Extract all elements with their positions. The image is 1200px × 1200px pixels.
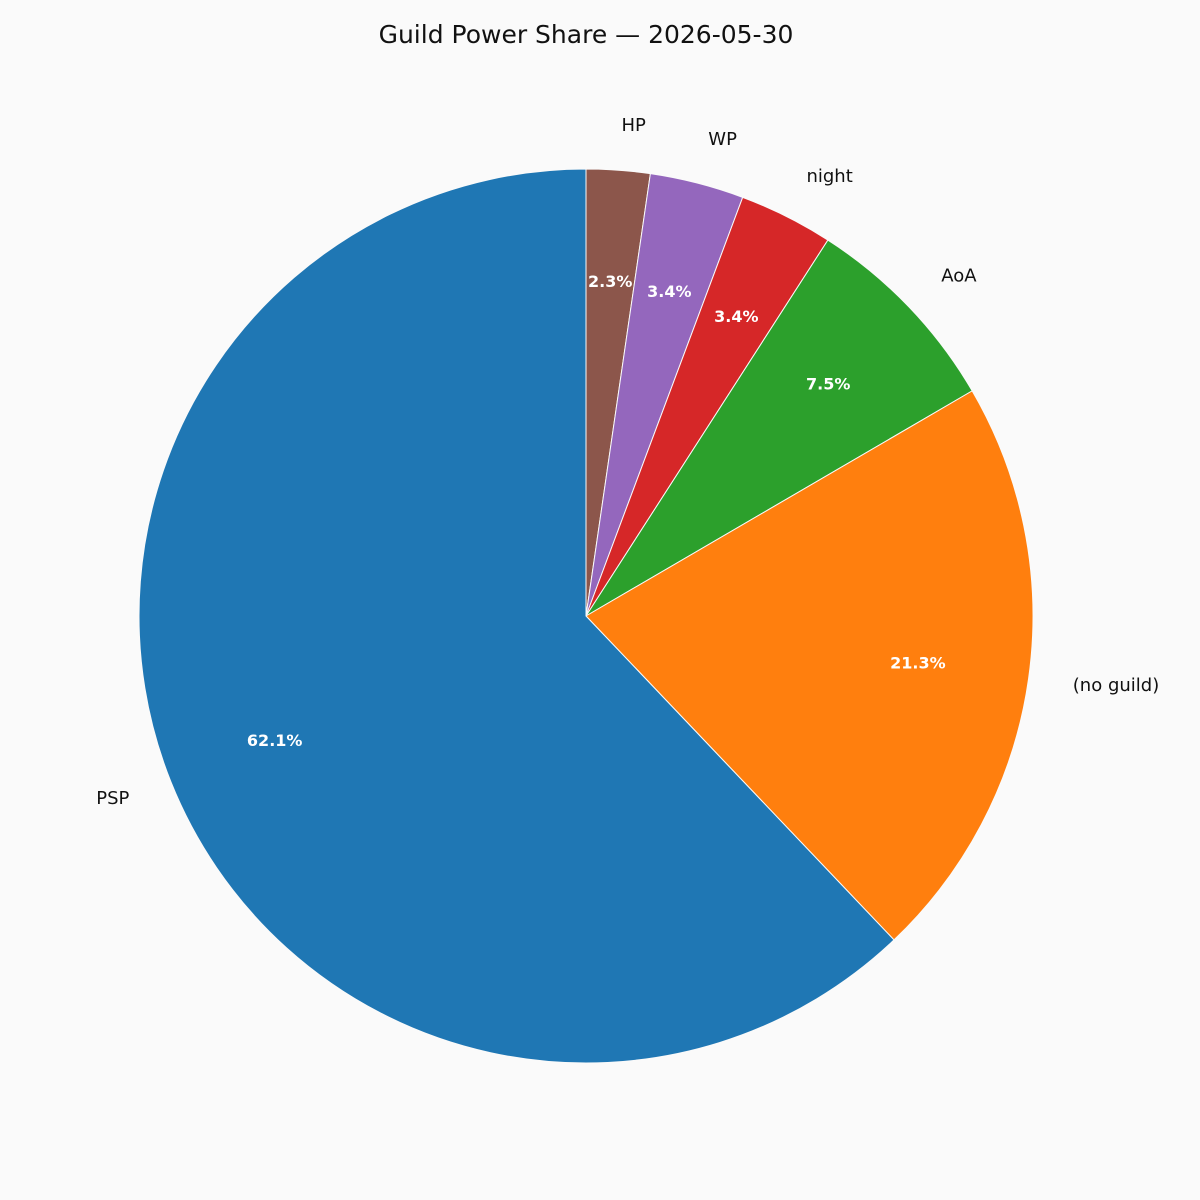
pct-label-hp: 2.3% (588, 272, 632, 291)
slice-label-no-guild: (no guild) (1073, 675, 1159, 696)
pct-label-aoa: 7.5% (806, 375, 850, 394)
pct-label-wp: 3.4% (647, 282, 691, 301)
pie-category-labels: HP WP night AoA (no guild) PSP (96, 115, 1159, 809)
pie-percent-labels: 2.3% 3.4% 3.4% 7.5% 21.3% 62.1% (247, 272, 946, 750)
slice-label-wp: WP (708, 129, 737, 150)
pie-slice-no-guild (585, 390, 1034, 941)
pie-slice-psp (138, 168, 895, 1064)
pct-label-no-guild: 21.3% (890, 654, 946, 673)
pct-label-psp: 62.1% (247, 731, 303, 750)
pct-label-night: 3.4% (714, 307, 758, 326)
slice-label-night: night (806, 166, 852, 187)
chart-title: Guild Power Share — 2026-05-30 (378, 20, 794, 49)
pie-slices (138, 168, 1034, 1064)
slice-label-psp: PSP (96, 788, 129, 809)
pie-slice-aoa (585, 239, 973, 617)
slice-label-aoa: AoA (941, 266, 977, 287)
slice-label-hp: HP (621, 115, 646, 136)
